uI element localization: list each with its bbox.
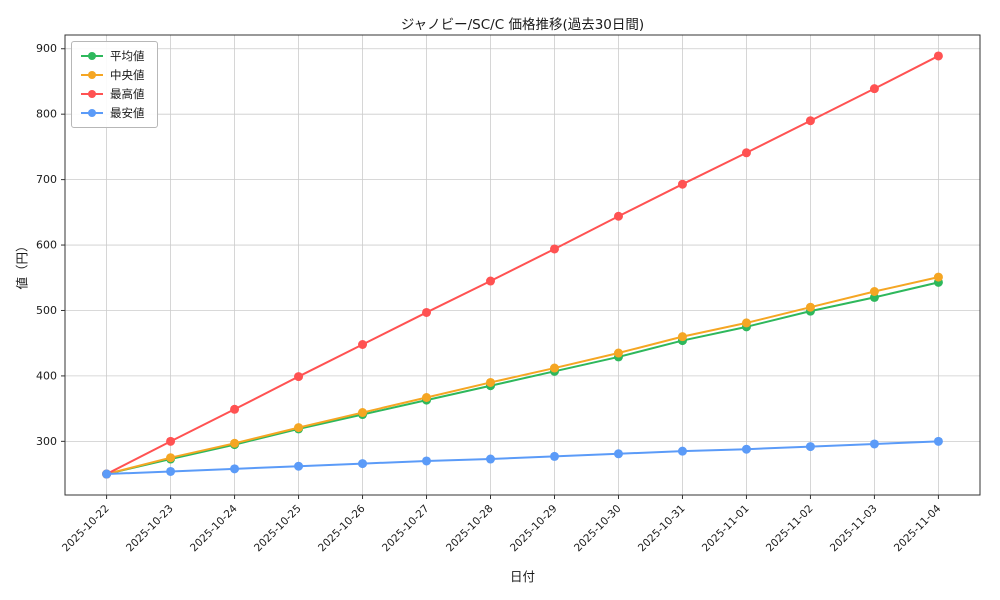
y-tick-label: 700 [36,173,57,186]
data-point [102,469,112,479]
series-0 [102,277,943,479]
y-tick-label: 900 [36,42,57,55]
data-point [741,318,751,328]
y-axis-label: 値（円） [14,239,30,290]
data-point [358,459,368,469]
data-point [869,84,879,94]
data-point [549,451,559,461]
x-tick-label: 2025-11-01 [700,503,752,555]
data-point [933,272,943,282]
data-point [422,393,432,403]
x-tick-label: 2025-10-23 [124,503,176,555]
x-tick-label: 2025-10-24 [188,502,240,554]
data-point [677,179,687,189]
x-tick-label: 2025-10-31 [636,503,688,555]
data-point [358,408,368,418]
x-tick-label: 2025-10-28 [444,503,496,555]
x-tick-label: 2025-11-03 [828,503,880,555]
data-point [358,340,368,350]
data-point [166,466,176,476]
data-point [294,423,304,433]
x-tick-label: 2025-10-22 [60,503,112,555]
data-point [230,438,240,448]
x-tick-label: 2025-11-02 [764,503,816,555]
legend: 平均値 中央値 最高値 最安値 [71,41,158,128]
y-tick-label: 600 [36,239,57,252]
legend-item-median: 中央値 [81,68,145,82]
data-point [422,456,432,466]
data-point [805,442,815,452]
x-tick-label: 2025-10-25 [252,503,304,555]
x-axis-label: 日付 [509,569,535,584]
x-tick-label: 2025-11-04 [892,502,944,554]
legend-item-average: 平均値 [81,49,145,63]
data-point [613,348,623,358]
series-line-0 [106,281,939,476]
data-point [613,449,623,459]
data-point [230,464,240,474]
data-point [549,244,559,254]
data-point [294,461,304,471]
x-tick-label: 2025-10-26 [316,502,368,554]
chart-title: ジャノビー/SC/C 価格推移(過去30日間) [400,17,645,33]
data-point [869,287,879,297]
legend-item-max: 最高値 [81,87,145,101]
data-point [294,372,304,382]
y-tick-label: 500 [36,304,57,317]
data-point [869,439,879,449]
y-tick-label: 400 [36,369,57,382]
data-point [166,436,176,446]
series-2 [102,51,943,479]
data-point [805,302,815,312]
data-point [741,148,751,158]
data-point [486,454,496,464]
legend-label-average: 平均値 [110,49,145,63]
data-point [549,363,559,373]
data-point [677,446,687,456]
data-point [486,276,496,286]
x-axis-ticks: 2025-10-22 2025-10-23 2025-10-24 2025-10-25… [60,495,944,554]
data-point [422,307,432,317]
y-tick-label: 800 [36,108,57,121]
line-marker-icon [81,52,103,60]
series-line-3 [106,440,939,476]
data-point [613,211,623,221]
legend-label-min: 最安値 [110,106,145,120]
x-tick-label: 2025-10-29 [508,503,560,555]
line-marker-icon [81,71,103,79]
x-tick-label: 2025-10-27 [380,503,432,555]
data-point [230,404,240,414]
data-point [166,453,176,463]
data-point [933,436,943,446]
y-tick-label: 300 [36,435,57,448]
axes-frame [64,34,981,496]
line-marker-icon [81,90,103,98]
series-line-2 [106,55,939,475]
series-line-1 [106,276,939,476]
data-point [677,332,687,342]
series-3 [102,436,943,479]
data-point [933,51,943,61]
y-axis-ticks: 300 400 500 600 700 800 900 [36,42,65,448]
x-tick-label: 2025-10-30 [572,503,624,555]
line-marker-icon [81,109,103,117]
legend-label-median: 中央値 [110,68,145,82]
grid-lines [65,35,980,495]
legend-item-min: 最安値 [81,106,145,120]
data-point [805,116,815,126]
data-point [486,377,496,387]
data-point [741,444,751,454]
legend-label-max: 最高値 [110,87,145,101]
